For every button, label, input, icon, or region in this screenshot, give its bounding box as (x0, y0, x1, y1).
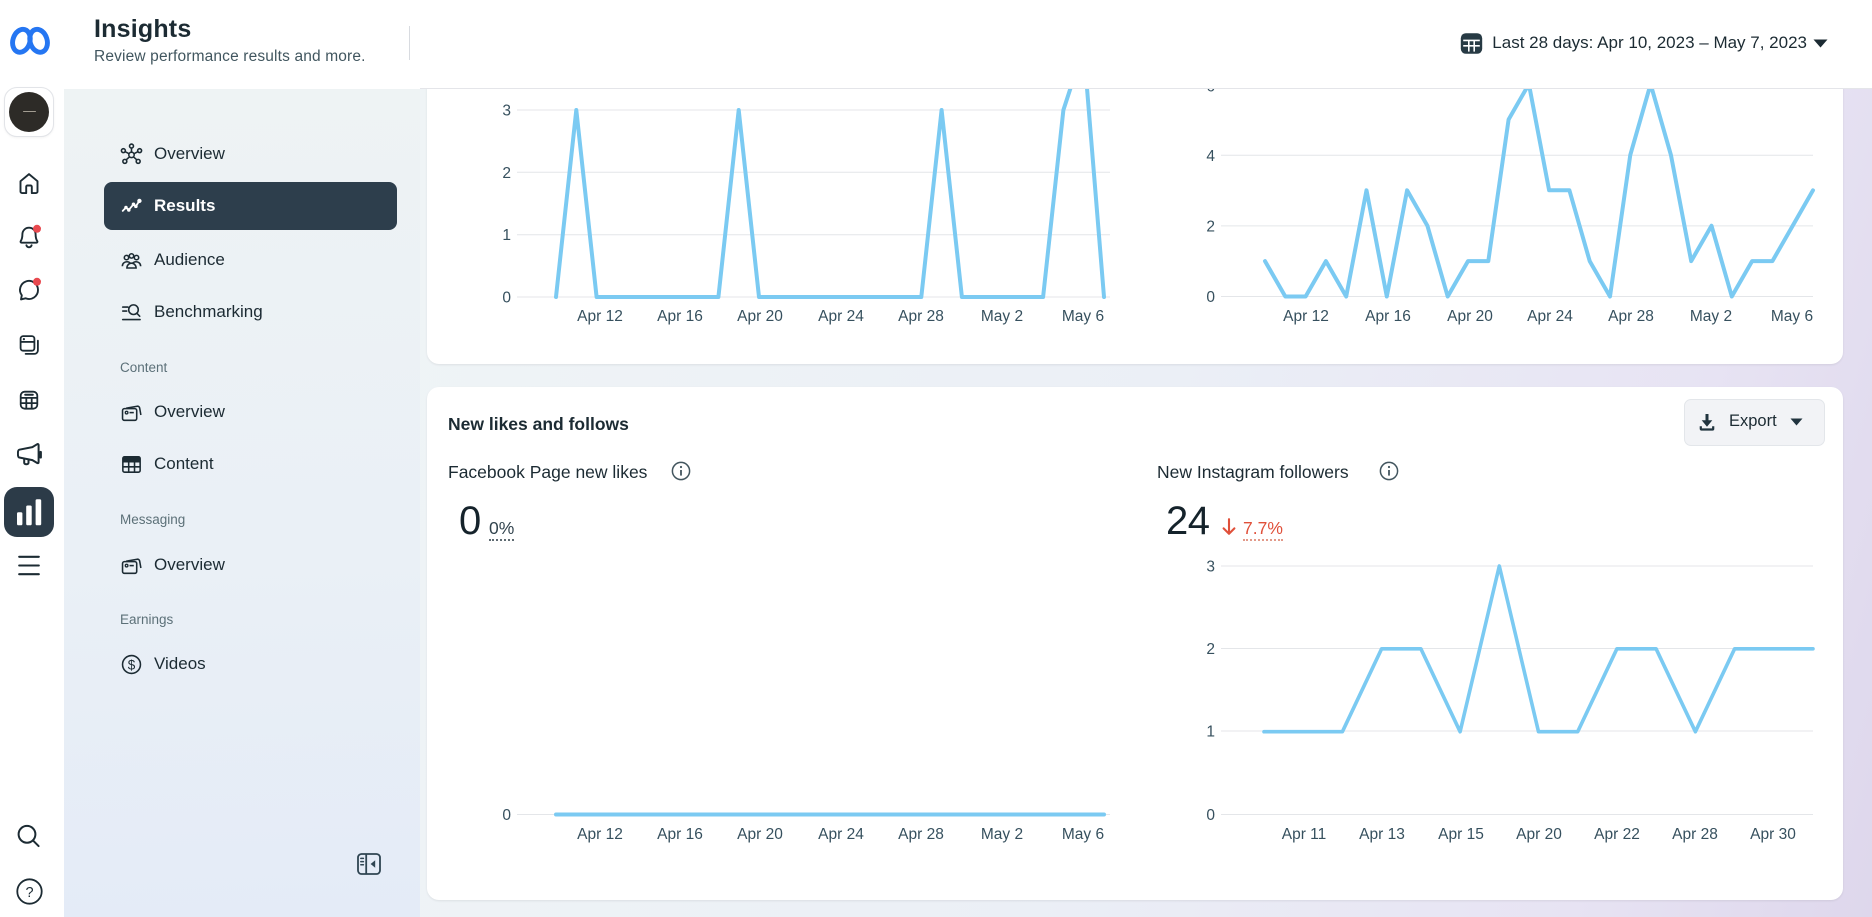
svg-text:0: 0 (502, 807, 511, 824)
svg-text:Apr 12: Apr 12 (577, 826, 623, 843)
svg-text:3: 3 (502, 103, 511, 120)
svg-text:Apr 16: Apr 16 (657, 826, 703, 843)
svg-text:Apr 16: Apr 16 (1365, 308, 1411, 325)
svg-text:Apr 20: Apr 20 (737, 826, 783, 843)
svg-text:4: 4 (1206, 148, 1215, 165)
svg-text:May 2: May 2 (981, 308, 1023, 325)
svg-text:Apr 30: Apr 30 (1750, 826, 1796, 843)
svg-text:6: 6 (1206, 88, 1215, 95)
svg-text:0: 0 (1206, 807, 1215, 824)
svg-text:May 6: May 6 (1062, 308, 1104, 325)
svg-text:Apr 28: Apr 28 (898, 826, 944, 843)
svg-text:Apr 20: Apr 20 (1447, 308, 1493, 325)
svg-text:2: 2 (1206, 641, 1215, 658)
svg-text:Apr 22: Apr 22 (1594, 826, 1640, 843)
svg-text:2: 2 (1206, 218, 1215, 235)
svg-text:May 6: May 6 (1062, 826, 1104, 843)
svg-text:2: 2 (502, 165, 511, 182)
svg-text:Apr 16: Apr 16 (657, 308, 703, 325)
svg-text:May 2: May 2 (981, 826, 1023, 843)
svg-text:Apr 13: Apr 13 (1359, 826, 1405, 843)
svg-text:Apr 24: Apr 24 (818, 308, 864, 325)
svg-text:Apr 24: Apr 24 (818, 826, 864, 843)
svg-text:May 2: May 2 (1690, 308, 1732, 325)
svg-text:May 6: May 6 (1771, 308, 1813, 325)
svg-text:Apr 24: Apr 24 (1527, 308, 1573, 325)
svg-text:Apr 12: Apr 12 (1283, 308, 1329, 325)
svg-text:Apr 12: Apr 12 (577, 308, 623, 325)
svg-text:Apr 28: Apr 28 (898, 308, 944, 325)
svg-text:Apr 20: Apr 20 (1516, 826, 1562, 843)
svg-text:0: 0 (1206, 289, 1215, 306)
svg-text:0: 0 (502, 290, 511, 307)
svg-text:Apr 20: Apr 20 (737, 308, 783, 325)
svg-text:Apr 28: Apr 28 (1672, 826, 1718, 843)
svg-text:1: 1 (1206, 724, 1215, 741)
svg-text:Apr 11: Apr 11 (1282, 826, 1327, 843)
svg-text:3: 3 (1206, 559, 1215, 576)
svg-text:Apr 28: Apr 28 (1608, 308, 1654, 325)
svg-text:Apr 15: Apr 15 (1438, 826, 1484, 843)
svg-text:1: 1 (502, 227, 511, 244)
svg-text:$: $ (128, 657, 136, 672)
svg-text:?: ? (25, 885, 33, 901)
